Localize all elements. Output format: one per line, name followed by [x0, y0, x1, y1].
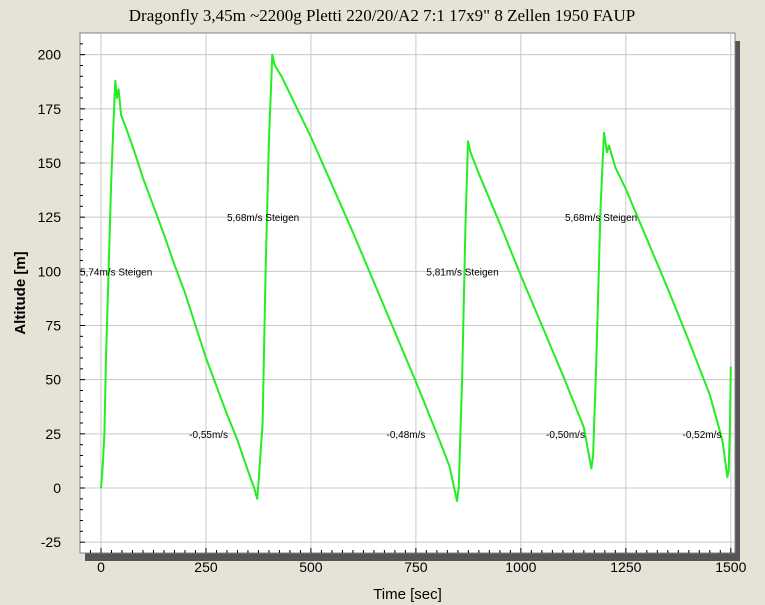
x-tick-label: 1500 — [715, 559, 746, 575]
y-tick-label: -25 — [41, 534, 61, 550]
rate-annotation: -0,55m/s — [189, 430, 228, 441]
series-layer — [100, 53, 732, 502]
y-tick-label: 125 — [38, 209, 62, 225]
altitude-series-line — [100, 53, 732, 502]
y-tick-label: 175 — [38, 101, 62, 117]
chart-title: Dragonfly 3,45m ~2200g Pletti 220/20/A2 … — [129, 6, 635, 25]
y-tick-label: 200 — [38, 47, 62, 63]
rate-annotation: -0,50m/s — [546, 430, 585, 441]
axes: 0 250 500 750 1000 1250 1500 -25 0 25 50 75 100 125 15… — [38, 43, 747, 575]
y-tick-label: 50 — [45, 372, 61, 388]
rate-annotation: 5,74m/s Steigen — [80, 267, 152, 278]
x-axis-label: Time [sec] — [373, 586, 442, 603]
y-tick-label: 75 — [45, 318, 61, 334]
rate-annotation: 5,68m/s Steigen — [565, 213, 637, 224]
x-tick-label: 500 — [299, 559, 323, 575]
y-tick-label: 100 — [38, 263, 62, 279]
rate-annotation: 5,81m/s Steigen — [426, 267, 498, 278]
x-tick-label: 0 — [97, 559, 105, 575]
x-tick-label: 1250 — [610, 559, 641, 575]
annotations-layer: 5,74m/s Steigen 5,68m/s Steigen 5,81m/s St… — [80, 213, 721, 441]
y-tick-label: 150 — [38, 155, 62, 171]
y-tick-label: 0 — [53, 480, 61, 496]
rate-annotation: -0,52m/s — [683, 430, 722, 441]
x-tick-label: 750 — [404, 559, 428, 575]
rate-annotation: -0,48m/s — [387, 430, 426, 441]
x-tick-label: 1000 — [505, 559, 536, 575]
y-axis-label: Altitude [m] — [12, 251, 29, 334]
grid — [80, 33, 735, 553]
x-tick-label: 250 — [194, 559, 218, 575]
y-tick-label: 25 — [45, 426, 61, 442]
plot-area — [79, 32, 736, 554]
rate-annotation: 5,68m/s Steigen — [227, 213, 299, 224]
